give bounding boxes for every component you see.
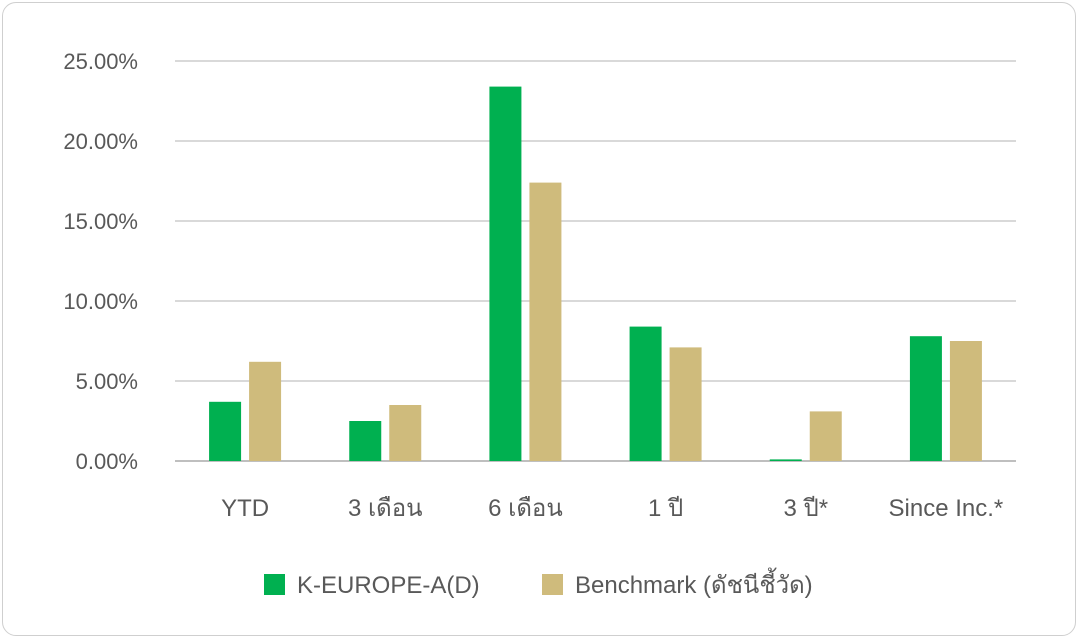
bars: [209, 86, 982, 461]
bar-benchmark: [949, 341, 982, 461]
bar-fund: [629, 326, 662, 461]
bar-benchmark: [389, 405, 422, 461]
y-tick-label: 5.00%: [76, 369, 138, 394]
x-category-label: Since Inc.*: [889, 495, 1004, 522]
bar-benchmark: [529, 182, 562, 461]
x-category-label: 6 เดือน: [488, 495, 563, 522]
y-tick-label: 0.00%: [76, 449, 138, 474]
gridlines: [175, 60, 1016, 462]
x-category-label: 3 ปี*: [783, 495, 828, 522]
bar-benchmark: [249, 361, 282, 461]
legend-label: K-EUROPE-A(D): [297, 572, 480, 599]
x-category-label: YTD: [221, 495, 269, 522]
bar-fund: [209, 401, 242, 461]
y-axis-tick-labels: 0.00% 5.00% 10.00% 15.00% 20.00% 25.00%: [63, 49, 138, 474]
bar-fund: [909, 336, 942, 461]
bar-fund: [349, 421, 382, 461]
y-tick-label: 10.00%: [63, 289, 138, 314]
x-axis-category-labels: YTD 3 เดือน 6 เดือน 1 ปี 3 ปี* Since Inc.*: [221, 495, 1003, 522]
legend: K-EUROPE-A(D) Benchmark (ดัชนีชี้วัด): [264, 567, 813, 599]
legend-swatch: [264, 574, 285, 595]
bar-benchmark: [669, 347, 702, 461]
x-category-label: 1 ปี: [648, 495, 683, 522]
x-category-label: 3 เดือน: [348, 495, 423, 522]
y-tick-label: 15.00%: [63, 209, 138, 234]
bar-fund: [489, 86, 522, 461]
y-tick-label: 20.00%: [63, 129, 138, 154]
legend-swatch: [542, 574, 563, 595]
y-tick-label: 25.00%: [63, 49, 138, 74]
legend-label: Benchmark (ดัชนีชี้วัด): [575, 567, 813, 599]
bar-fund: [769, 459, 802, 461]
bar-benchmark: [809, 411, 842, 461]
